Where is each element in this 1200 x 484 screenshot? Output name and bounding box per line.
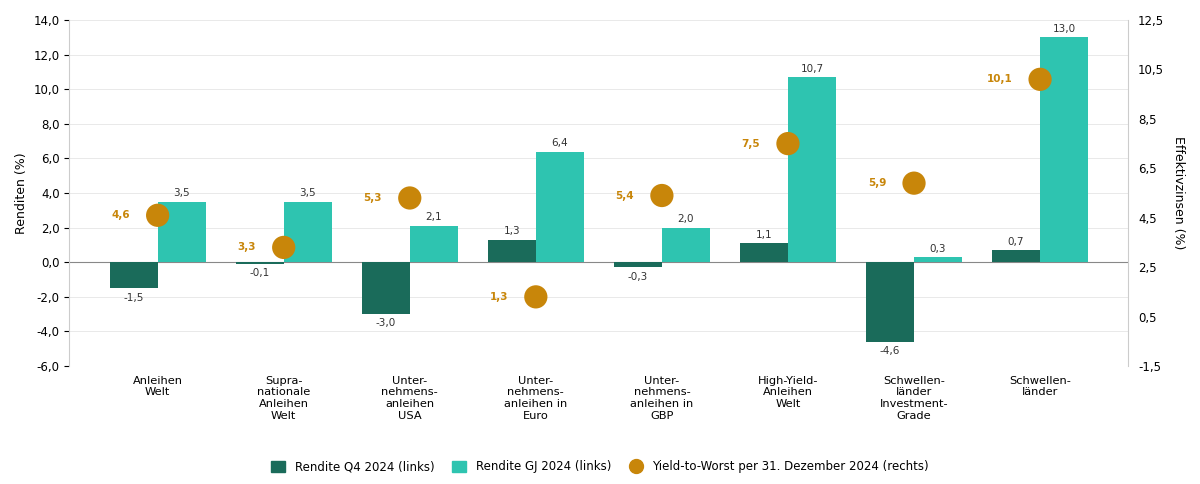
Text: 1,3: 1,3 bbox=[504, 227, 520, 236]
Bar bbox=[740, 243, 788, 262]
Text: -1,5: -1,5 bbox=[124, 292, 144, 302]
Text: 10,7: 10,7 bbox=[800, 63, 823, 74]
Text: 0,7: 0,7 bbox=[1008, 237, 1025, 247]
Point bbox=[400, 194, 419, 202]
Text: 13,0: 13,0 bbox=[1052, 24, 1075, 34]
Bar bbox=[488, 240, 536, 262]
Text: 3,5: 3,5 bbox=[173, 188, 190, 198]
Bar bbox=[362, 262, 409, 314]
Text: 2,0: 2,0 bbox=[678, 214, 694, 224]
Text: 5,4: 5,4 bbox=[616, 191, 634, 200]
Text: -3,0: -3,0 bbox=[376, 318, 396, 329]
Bar bbox=[1040, 37, 1088, 262]
Point bbox=[148, 212, 167, 219]
Text: 2,1: 2,1 bbox=[426, 212, 442, 223]
Bar bbox=[409, 226, 457, 262]
Bar bbox=[283, 202, 331, 262]
Bar bbox=[788, 77, 836, 262]
Bar bbox=[109, 262, 157, 288]
Bar bbox=[914, 257, 962, 262]
Y-axis label: Effektivzinsen (%): Effektivzinsen (%) bbox=[1172, 136, 1186, 250]
Text: -4,6: -4,6 bbox=[880, 346, 900, 356]
Text: 3,3: 3,3 bbox=[238, 242, 256, 253]
Y-axis label: Renditen (%): Renditen (%) bbox=[16, 152, 28, 234]
Text: 10,1: 10,1 bbox=[986, 75, 1013, 84]
Point bbox=[653, 192, 672, 199]
Text: 3,5: 3,5 bbox=[299, 188, 316, 198]
Text: 5,9: 5,9 bbox=[868, 178, 887, 188]
Text: 4,6: 4,6 bbox=[112, 210, 130, 220]
Text: 1,1: 1,1 bbox=[756, 230, 773, 240]
Text: -0,1: -0,1 bbox=[250, 268, 270, 278]
Text: -0,3: -0,3 bbox=[628, 272, 648, 282]
Bar bbox=[662, 227, 709, 262]
Bar bbox=[536, 151, 583, 262]
Point bbox=[905, 179, 924, 187]
Text: 6,4: 6,4 bbox=[552, 138, 568, 148]
Bar bbox=[992, 250, 1040, 262]
Point bbox=[527, 293, 546, 301]
Text: 0,3: 0,3 bbox=[930, 243, 947, 254]
Point bbox=[1031, 76, 1050, 83]
Point bbox=[779, 140, 798, 148]
Bar bbox=[866, 262, 914, 342]
Point bbox=[274, 243, 293, 251]
Text: 7,5: 7,5 bbox=[742, 138, 761, 149]
Bar bbox=[236, 262, 283, 264]
Text: 1,3: 1,3 bbox=[490, 292, 508, 302]
Bar bbox=[157, 202, 205, 262]
Legend: Rendite Q4 2024 (links), Rendite GJ 2024 (links), Yield-to-Worst per 31. Dezembe: Rendite Q4 2024 (links), Rendite GJ 2024… bbox=[266, 455, 934, 478]
Bar bbox=[614, 262, 662, 268]
Text: 5,3: 5,3 bbox=[364, 193, 382, 203]
